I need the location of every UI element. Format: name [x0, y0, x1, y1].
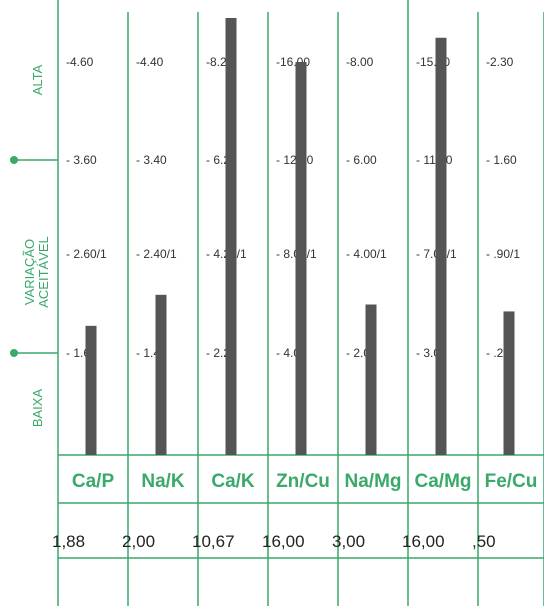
tick-label: - 2.40/1	[136, 247, 177, 261]
category-label: Zn/Cu	[276, 471, 330, 492]
tick-label: - 3.60	[66, 153, 97, 167]
category-label: Fe/Cu	[485, 471, 538, 492]
value-label: 10,67	[192, 532, 235, 551]
tick-label: - 11.00	[416, 153, 453, 167]
band-label-word: VARIAÇÃO	[22, 239, 37, 305]
tick-label: - 12.00	[276, 153, 314, 167]
tick-label: -4.40	[136, 55, 164, 69]
tick-label: - 6.00	[346, 153, 377, 167]
bar	[295, 62, 307, 455]
bar	[365, 304, 377, 455]
bar	[155, 294, 167, 455]
tick-label: - 4.00/1	[346, 247, 387, 261]
bar	[85, 325, 97, 455]
category-label: Na/K	[141, 471, 185, 492]
value-label: 16,00	[402, 532, 445, 551]
band-label-baixa: BAIXA	[30, 389, 45, 428]
bar	[503, 311, 515, 455]
bar	[225, 18, 237, 455]
category-label: Na/Mg	[345, 471, 402, 492]
tick-label: -4.60	[66, 55, 94, 69]
value-label: 3,00	[332, 532, 365, 551]
band-label-aceitavel: VARIAÇÃOACEITÁVEL	[22, 236, 51, 308]
band-label-word: ACEITÁVEL	[36, 236, 51, 308]
category-label: Ca/Mg	[415, 471, 472, 492]
tick-label: - 2.60/1	[66, 247, 107, 261]
tick-label: - 1.60	[486, 153, 517, 167]
band-label-alta: ALTA	[30, 64, 45, 95]
band-marker-dot	[10, 349, 18, 357]
tick-label: - .90/1	[486, 247, 520, 261]
tick-label: -2.30	[486, 55, 514, 69]
value-label: 1,88	[52, 532, 85, 551]
value-label: 16,00	[262, 532, 305, 551]
value-label: ,50	[472, 532, 496, 551]
band-marker-dot	[10, 156, 18, 164]
value-label: 2,00	[122, 532, 155, 551]
tick-label: - 3.40	[136, 153, 167, 167]
category-label: Ca/P	[72, 471, 115, 492]
tick-label: -8.00	[346, 55, 374, 69]
bar	[435, 37, 447, 455]
category-label: Ca/K	[211, 471, 255, 492]
